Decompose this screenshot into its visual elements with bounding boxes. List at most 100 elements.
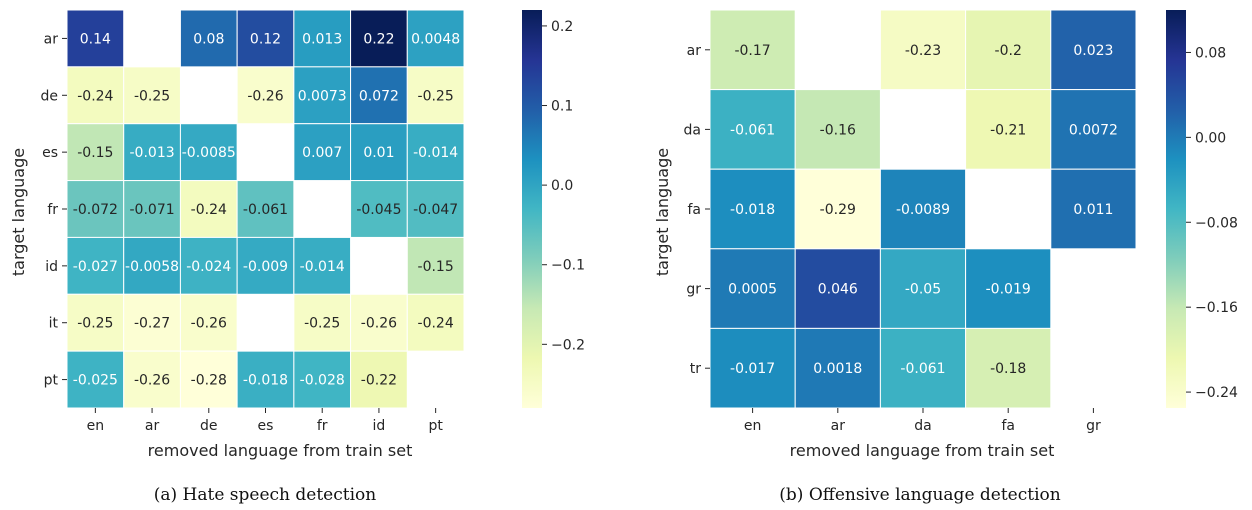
cell-value-label: -0.16 (820, 122, 856, 138)
cell-value-label: 0.007 (302, 145, 342, 161)
cell-de-pt (406, 66, 465, 125)
cell-value-label: -0.028 (300, 373, 345, 389)
colorbar-tick-label: −0.08 (1195, 215, 1238, 231)
cell-de-fr (293, 66, 352, 125)
cell-value-label: 0.14 (80, 31, 111, 47)
cell-fa-ar (794, 168, 881, 250)
cell-fr-es (236, 180, 295, 238)
x-tick-label: en (744, 418, 762, 434)
cell-value-label: 0.013 (302, 31, 342, 47)
cell-es-ar (123, 123, 181, 182)
cell-id-pt (406, 236, 465, 295)
cell-ar-en (66, 9, 125, 68)
x-tick-label: de (200, 418, 218, 434)
cell-value-label: -0.061 (243, 202, 288, 218)
cell-value-label: -0.061 (900, 361, 945, 377)
cell-value-label: -0.28 (191, 373, 227, 389)
y-tick-label: gr (686, 282, 701, 298)
cell-da-en (709, 89, 796, 170)
x-tick-label: da (914, 418, 931, 434)
cell-value-label: -0.018 (730, 202, 775, 218)
cell-value-label: 0.0005 (728, 282, 777, 298)
cell-value-label: 0.22 (363, 31, 394, 47)
y-tick-label: it (49, 316, 59, 332)
y-tick-label: id (45, 259, 58, 275)
cell-value-label: -0.05 (905, 282, 941, 298)
cell-id-es (236, 236, 295, 295)
cell-pt-de (179, 350, 238, 409)
cell-value-label: -0.2 (995, 43, 1022, 59)
cell-ar-es (236, 9, 295, 68)
heatmap-offensive-language: -0.17 -0.23 -0.2 0.023 -0.061 -0.16 -0.21 0.007… (684, 9, 1238, 434)
cell-fr-pt (406, 180, 465, 238)
cell-da-ar (794, 89, 881, 170)
x-tick-label: fa (1001, 418, 1015, 434)
cell-value-label: -0.29 (820, 202, 856, 218)
colorbar-tick-label: 0.0 (551, 178, 573, 194)
cell-value-label: -0.26 (134, 373, 170, 389)
cell-de-es (236, 66, 295, 125)
cell-value-label: -0.26 (247, 88, 283, 104)
cell-value-label: -0.17 (734, 43, 770, 59)
cell-gr-fa (965, 248, 1052, 329)
cell-tr-ar (794, 327, 881, 409)
cell-it-de (179, 293, 238, 352)
cell-it-en (66, 293, 125, 352)
cell-value-label: 0.12 (250, 31, 281, 47)
cell-value-label: -0.23 (905, 43, 941, 59)
colorbar (1166, 10, 1186, 408)
colorbar-tick-label: 0.08 (1195, 45, 1226, 61)
cell-fr-en (66, 180, 125, 238)
cell-value-label: 0.011 (1073, 202, 1113, 218)
cell-value-label: 0.072 (359, 88, 399, 104)
y-tick-label: tr (690, 361, 701, 377)
cell-fr-id (350, 180, 408, 238)
ylabel-offensive-language: target language (653, 148, 672, 276)
colorbar-tick-label: 0.2 (551, 19, 573, 35)
cell-da-gr (1050, 89, 1137, 170)
cell-value-label: -0.21 (990, 122, 1026, 138)
cell-de-ar (123, 66, 181, 125)
cell-ar-pt (406, 9, 465, 68)
y-tick-label: ar (44, 31, 59, 47)
cell-it-pt (406, 293, 465, 352)
cell-value-label: -0.18 (990, 361, 1026, 377)
cell-value-label: -0.0058 (125, 259, 179, 275)
cell-value-label: -0.0085 (182, 145, 236, 161)
cell-tr-da (879, 327, 967, 409)
heatmap-hate-speech: 0.14 0.08 0.12 0.013 0.22 0.0048 -0.24 -0.25 -0.… (41, 9, 585, 434)
cell-fa-da (879, 168, 967, 250)
y-tick-label: pt (44, 373, 59, 389)
cell-value-label: 0.0018 (813, 361, 862, 377)
cell-value-label: -0.014 (413, 145, 458, 161)
x-tick-label: en (87, 418, 105, 434)
cell-value-label: -0.071 (130, 202, 175, 218)
cell-value-label: -0.24 (418, 316, 454, 332)
caption-hate-speech: (a) Hate speech detection (154, 485, 377, 505)
cell-value-label: -0.0089 (896, 202, 950, 218)
cell-value-label: -0.061 (730, 122, 775, 138)
x-tick-label: es (258, 418, 274, 434)
cell-value-label: 0.01 (363, 145, 394, 161)
x-tick-label: gr (1086, 418, 1101, 434)
colorbar-tick-label: −0.2 (551, 337, 585, 353)
cell-value-label: 0.0048 (411, 31, 460, 47)
colorbar-tick-label: −0.1 (551, 258, 585, 274)
x-tick-label: pt (428, 418, 443, 434)
cell-value-label: -0.24 (191, 202, 227, 218)
cell-value-label: -0.013 (130, 145, 175, 161)
y-tick-label: fr (47, 202, 58, 218)
cell-value-label: -0.22 (361, 373, 397, 389)
cell-da-fa (965, 89, 1052, 170)
cell-value-label: -0.024 (186, 259, 231, 275)
y-tick-label: ar (687, 43, 702, 59)
cell-ar-gr (1050, 9, 1137, 91)
xlabel-offensive-language: removed language from train set (790, 441, 1055, 460)
cell-value-label: -0.25 (77, 316, 113, 332)
cell-fr-ar (123, 180, 181, 238)
ylabel-hate-speech: target language (9, 148, 28, 276)
cell-value-label: -0.25 (304, 316, 340, 332)
cell-es-pt (406, 123, 465, 182)
colorbar-tick-label: −0.24 (1195, 385, 1238, 401)
